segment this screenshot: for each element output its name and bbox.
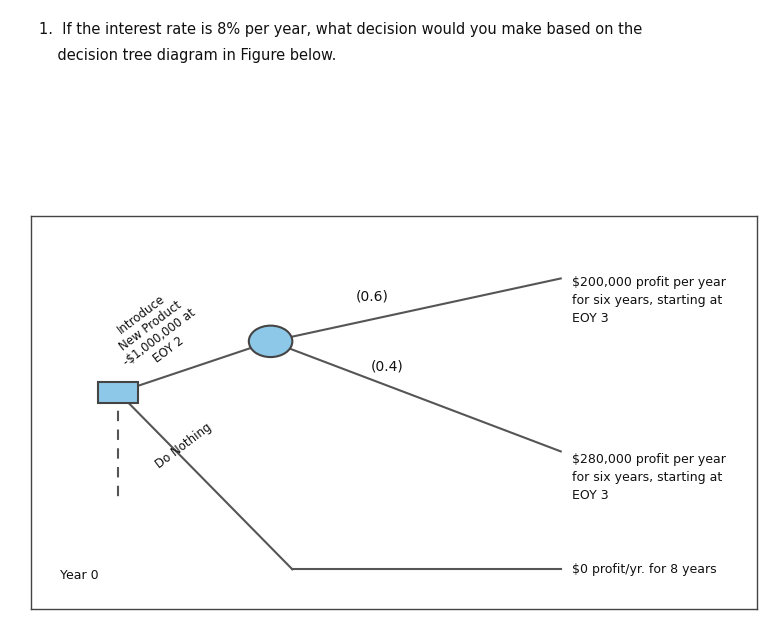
Ellipse shape (249, 326, 292, 357)
Text: 1.  If the interest rate is 8% per year, what decision would you make based on t: 1. If the interest rate is 8% per year, … (39, 22, 642, 37)
Text: $0 profit/yr. for 8 years: $0 profit/yr. for 8 years (572, 563, 716, 576)
Text: $200,000 profit per year
for six years, starting at
EOY 3: $200,000 profit per year for six years, … (572, 276, 725, 325)
Text: Introduce
New Product
-$1,000,000 at
EOY 2: Introduce New Product -$1,000,000 at EOY… (103, 283, 207, 381)
Text: Do Nothing: Do Nothing (153, 421, 214, 472)
Text: (0.4): (0.4) (370, 360, 403, 374)
Text: (0.6): (0.6) (356, 289, 388, 303)
FancyBboxPatch shape (98, 382, 138, 403)
Text: Year 0: Year 0 (60, 569, 99, 582)
Text: decision tree diagram in Figure below.: decision tree diagram in Figure below. (39, 48, 336, 63)
Text: $280,000 profit per year
for six years, starting at
EOY 3: $280,000 profit per year for six years, … (572, 453, 725, 502)
